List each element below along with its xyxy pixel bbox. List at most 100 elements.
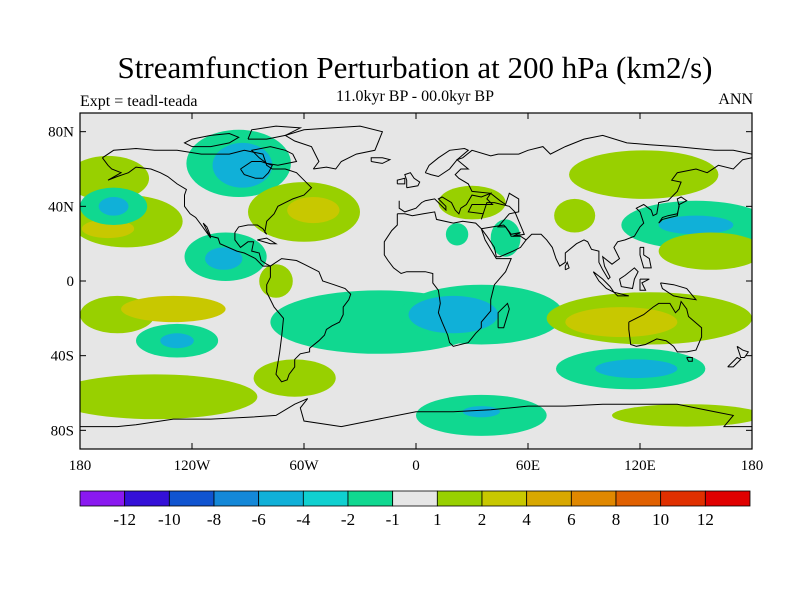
anomaly-region-30 [658, 232, 752, 270]
lon-tick-label: 60W [289, 458, 319, 474]
anomaly-region-17 [253, 359, 336, 397]
anomaly-region-12 [121, 295, 226, 323]
coastline-ellesmere [247, 125, 303, 140]
plot-title: Streamfunction Perturbation at 200 hPa (… [117, 50, 713, 85]
anomaly-region-6 [212, 142, 273, 188]
anomaly-field-layer [80, 129, 752, 436]
coastline-australia [628, 300, 703, 353]
anomaly-region-32 [565, 307, 678, 338]
colorbar-swatch [213, 490, 260, 507]
colorbar-swatch [79, 490, 126, 507]
anomaly-region-29 [658, 215, 734, 235]
colorbar-label: -1 [386, 510, 400, 529]
colorbar-swatch [570, 490, 617, 507]
colorbar-label: 4 [522, 510, 531, 529]
season-label: ANN [718, 91, 753, 108]
colorbar-swatch [347, 490, 394, 507]
colorbar-swatch [258, 490, 304, 507]
colorbar-label: -10 [158, 510, 181, 529]
coastline-britain [404, 172, 421, 189]
coastline-hudson-bay [240, 161, 274, 179]
coastline-new-zealand [736, 345, 750, 358]
anomaly-region-8 [205, 247, 243, 270]
anomaly-region-4 [98, 197, 129, 216]
colorbar: -12 -10 -8 -6 -4 -2 -1 1 2 4 6 8 10 12 [79, 490, 751, 529]
colorbar-label: -8 [207, 510, 221, 529]
lon-tick-label: 120W [174, 458, 212, 474]
colorbar-label: 2 [478, 510, 487, 529]
plot-subtitle: 11.0kyr BP - 00.0kyr BP [336, 88, 494, 105]
anomaly-region-35 [612, 404, 752, 427]
coastline-arctic-islands [183, 132, 240, 148]
lon-tick-label: 0 [412, 458, 420, 474]
coastline-sri-lanka [564, 261, 570, 271]
anomaly-region-34 [595, 359, 678, 379]
lon-tick-label: 180 [741, 458, 764, 474]
lon-tick-label: 60E [516, 458, 540, 474]
colorbar-label: -4 [296, 510, 311, 529]
lat-tick-label: 80S [51, 423, 74, 439]
colorbar-swatch [436, 490, 483, 507]
anomaly-region-22 [462, 406, 501, 418]
coastline-new-guinea [660, 282, 698, 301]
colorbar-label: 8 [612, 510, 621, 529]
lon-tick-label: 180 [69, 458, 92, 474]
colorbar-swatch [168, 490, 215, 507]
colorbar-swatch [124, 490, 170, 507]
coastline-java [613, 291, 629, 297]
lat-tick-label: 0 [67, 274, 75, 290]
coastline-new-zealand-south [727, 356, 742, 368]
anomaly-region-0 [80, 155, 150, 201]
coastline-cuba [257, 237, 278, 245]
coastline-europe-africa [383, 211, 512, 347]
axis-ticks [79, 113, 753, 449]
colorbar-swatch [481, 490, 528, 507]
colorbar-label: -6 [252, 510, 266, 529]
coastline-layer [80, 125, 752, 428]
colorbar-label: -12 [113, 510, 136, 529]
colorbar-label: 6 [567, 510, 576, 529]
colorbar-label: 10 [652, 510, 669, 529]
lat-tick-label: 40S [51, 349, 74, 365]
coastline-iceland [370, 157, 392, 164]
colorbar-label: 12 [697, 510, 714, 529]
colorbar-swatch [660, 490, 706, 507]
colorbar-swatch [704, 490, 751, 507]
coastline-borneo [619, 267, 639, 290]
anomaly-region-27 [569, 150, 719, 199]
anomaly-region-13 [80, 374, 258, 420]
coastline-scandinavia [424, 147, 470, 178]
anomaly-region-15 [160, 333, 194, 349]
anomaly-region-16 [259, 264, 293, 298]
coastline-arabia [480, 224, 527, 258]
anomaly-region-20 [408, 295, 499, 334]
lat-tick-label: 40N [48, 199, 74, 215]
coastline-south-america [266, 258, 352, 383]
anomaly-region-26 [554, 198, 596, 233]
coastline-madagascar [497, 302, 510, 329]
colorbar-swatch [392, 490, 438, 507]
experiment-label: Expt = teadl-teada [80, 93, 198, 110]
coastline-japan [658, 196, 688, 224]
coastline-north-america [101, 147, 313, 267]
coastline-iberia-europe [398, 134, 752, 237]
anomaly-region-25 [490, 219, 521, 257]
lon-tick-label: 120E [624, 458, 656, 474]
coastline-baffin [250, 146, 298, 166]
axis-labels: 80N 40N 0 40S 80S 180 120W 60W 0 60E 120E 180 [48, 125, 763, 474]
coastline-sulawesi [639, 278, 650, 291]
anomaly-region-24 [445, 223, 469, 246]
coastline-india-asia [525, 157, 752, 280]
colorbar-swatch [526, 490, 572, 507]
lat-tick-label: 80N [48, 125, 74, 141]
coastline-ireland [396, 177, 406, 185]
coastline-tasmania [686, 357, 693, 362]
coastline-philippines [639, 246, 652, 269]
anomaly-region-10 [287, 197, 340, 224]
colorbar-label: -2 [341, 510, 355, 529]
colorbar-swatch [615, 490, 662, 507]
coastline-antarctica [80, 398, 752, 428]
colorbar-swatch [302, 490, 349, 507]
colorbar-label: 1 [433, 510, 442, 529]
